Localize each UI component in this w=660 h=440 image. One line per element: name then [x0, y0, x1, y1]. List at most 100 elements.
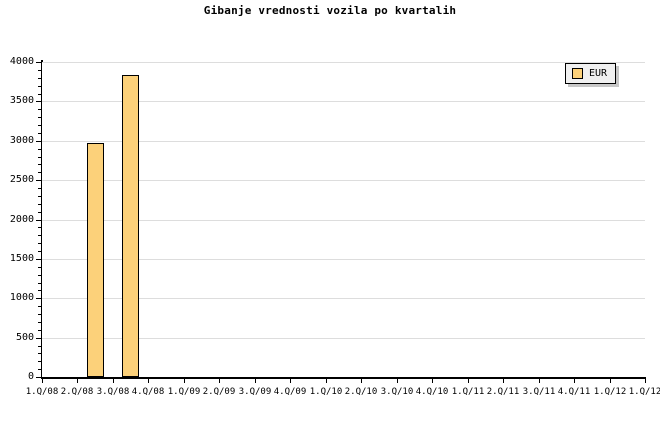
y-axis-minor-tick	[38, 117, 42, 118]
x-axis-tick	[219, 378, 220, 383]
x-axis-tick-label: 1.Q/12	[593, 387, 627, 397]
y-axis-minor-tick	[38, 172, 42, 173]
x-axis-tick	[113, 378, 114, 383]
y-axis-tick-label: 2000	[9, 214, 34, 225]
chart-title: Gibanje vrednosti vozila po kvartalih	[203, 4, 457, 17]
y-axis-tick	[36, 62, 42, 63]
y-axis-minor-tick	[38, 275, 42, 276]
x-axis-tick-label: 1.Q/10	[309, 387, 343, 397]
x-axis-line	[41, 377, 646, 379]
y-axis-labels: 0 500 1000 1500 2000 2500 3000 3500 4000	[0, 0, 34, 440]
x-axis-tick	[148, 378, 149, 383]
x-axis-tick	[503, 378, 504, 383]
y-axis-tick	[36, 101, 42, 102]
y-axis-tick	[36, 338, 42, 339]
y-axis-minor-tick	[38, 149, 42, 150]
y-axis-tick-label: 0	[27, 371, 34, 382]
x-axis-tick-label: 3.Q/09	[238, 387, 272, 397]
y-axis-minor-tick	[38, 314, 42, 315]
gridline	[42, 101, 645, 102]
y-axis-minor-tick	[38, 361, 42, 362]
y-axis-minor-tick	[38, 196, 42, 197]
x-axis-tick-label: 2.Q/09	[202, 387, 236, 397]
y-axis-minor-tick	[38, 322, 42, 323]
x-axis-tick	[290, 378, 291, 383]
gridline	[42, 338, 645, 339]
y-axis-tick-label: 2500	[9, 174, 34, 185]
gridline	[42, 298, 645, 299]
x-axis-tick-label: 3.Q/11	[522, 387, 556, 397]
y-axis-tick	[36, 180, 42, 181]
y-axis-minor-tick	[38, 78, 42, 79]
gridline	[42, 180, 645, 181]
legend-swatch-eur	[572, 68, 583, 79]
x-axis-tick-label: 4.Q/11	[557, 387, 591, 397]
gridline	[42, 62, 645, 63]
x-axis-tick-label: 4.Q/08	[131, 387, 165, 397]
x-axis-tick	[645, 378, 646, 383]
x-axis-tick-label: 2.Q/11	[486, 387, 520, 397]
x-axis-tick	[432, 378, 433, 383]
y-axis-minor-tick	[38, 125, 42, 126]
y-axis-tick	[36, 377, 42, 378]
x-axis-tick-label: 4.Q/09	[273, 387, 307, 397]
y-axis-minor-tick	[38, 330, 42, 331]
y-axis-minor-tick	[38, 283, 42, 284]
x-axis-tick-label: 2.Q/08	[60, 387, 94, 397]
x-axis-tick	[539, 378, 540, 383]
x-axis-tick-label: 1.Q/12	[628, 387, 660, 397]
y-axis-tick	[36, 259, 42, 260]
y-axis-minor-tick	[38, 212, 42, 213]
y-axis-minor-tick	[38, 235, 42, 236]
x-axis-tick	[574, 378, 575, 383]
bar[interactable]	[122, 75, 139, 377]
legend[interactable]: EUR	[565, 63, 617, 84]
y-axis-minor-tick	[38, 243, 42, 244]
x-axis-tick	[326, 378, 327, 383]
x-axis-tick-label: 3.Q/10	[380, 387, 414, 397]
y-axis-minor-tick	[38, 94, 42, 95]
x-axis-tick	[255, 378, 256, 383]
x-axis-tick-label: 1.Q/08	[25, 387, 59, 397]
y-axis-tick-label: 3500	[9, 95, 34, 106]
y-axis-tick	[36, 220, 42, 221]
x-axis-tick	[77, 378, 78, 383]
x-axis-tick	[361, 378, 362, 383]
y-axis-minor-tick	[38, 157, 42, 158]
y-axis-minor-tick	[38, 227, 42, 228]
x-axis-tick-label: 1.Q/09	[167, 387, 201, 397]
x-axis-tick	[184, 378, 185, 383]
gridline	[42, 141, 645, 142]
y-axis-minor-tick	[38, 251, 42, 252]
legend-label-eur: EUR	[589, 68, 608, 79]
y-axis-tick-label: 4000	[9, 56, 34, 67]
x-axis-tick-label: 4.Q/10	[415, 387, 449, 397]
x-axis-tick-label: 3.Q/08	[96, 387, 130, 397]
x-axis-tick	[397, 378, 398, 383]
plot-area	[42, 62, 645, 377]
y-axis-minor-tick	[38, 86, 42, 87]
x-axis-tick	[42, 378, 43, 383]
y-axis-minor-tick	[38, 290, 42, 291]
y-axis-minor-tick	[38, 369, 42, 370]
y-axis-minor-tick	[38, 133, 42, 134]
y-axis-tick-label: 3000	[9, 135, 34, 146]
y-axis-minor-tick	[38, 188, 42, 189]
y-axis-minor-tick	[38, 267, 42, 268]
y-axis-minor-tick	[38, 70, 42, 71]
gridline	[42, 220, 645, 221]
y-axis-tick-label: 500	[15, 332, 34, 343]
bar[interactable]	[87, 143, 104, 377]
y-axis-minor-tick	[38, 346, 42, 347]
y-axis-tick	[36, 141, 42, 142]
y-axis-tick	[36, 298, 42, 299]
y-axis-minor-tick	[38, 109, 42, 110]
y-axis-tick-label: 1000	[9, 292, 34, 303]
x-axis-tick	[468, 378, 469, 383]
gridline	[42, 259, 645, 260]
x-axis-tick	[610, 378, 611, 383]
y-axis-minor-tick	[38, 353, 42, 354]
y-axis-minor-tick	[38, 204, 42, 205]
y-axis-minor-tick	[38, 164, 42, 165]
y-axis-tick-label: 1500	[9, 253, 34, 264]
